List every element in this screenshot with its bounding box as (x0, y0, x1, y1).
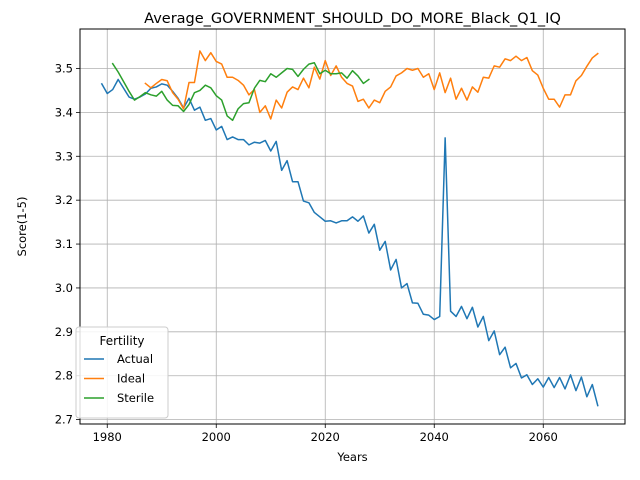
series-line-ideal (144, 50, 599, 120)
legend-entries: Actual Ideal Sterile (84, 352, 154, 405)
x-tick-label: 2020 (311, 430, 340, 444)
legend-label-sterile: Sterile (117, 391, 154, 405)
y-tick-label: 2.9 (55, 325, 73, 339)
axis-ticks: 1980 2000 2020 2040 2060 2.7 2.8 2.9 3.0 3.1 3.2 3.… (55, 62, 558, 445)
y-tick-label: 2.7 (55, 413, 73, 427)
y-tick-label: 3.5 (55, 62, 73, 76)
x-tick-label: 1980 (93, 430, 122, 444)
y-tick-label: 3.4 (55, 105, 73, 119)
y-tick-label: 3.3 (55, 149, 73, 163)
legend-label-actual: Actual (117, 352, 153, 366)
grid-lines (80, 29, 625, 424)
legend-label-ideal: Ideal (117, 372, 145, 386)
legend: Fertility Actual Ideal Sterile (75, 326, 169, 419)
legend-frame (75, 326, 169, 419)
x-tick-label: 2000 (202, 430, 231, 444)
y-tick-label: 3.2 (55, 193, 73, 207)
x-axis-label: Years (336, 450, 367, 464)
y-tick-label: 3.1 (55, 237, 73, 251)
y-tick-label: 3.0 (55, 281, 73, 295)
x-tick-label: 2060 (529, 430, 558, 444)
x-tick-label: 2040 (420, 430, 449, 444)
y-tick-label: 2.8 (55, 369, 73, 383)
series-lines (100, 50, 599, 407)
legend-title: Fertility (99, 334, 144, 348)
series-line-sterile (111, 62, 370, 122)
plot-frame (79, 28, 626, 425)
y-axis-label: Score(1-5) (15, 197, 29, 257)
chart-title: Average_GOVERNMENT_SHOULD_DO_MORE_Black_… (144, 11, 561, 27)
